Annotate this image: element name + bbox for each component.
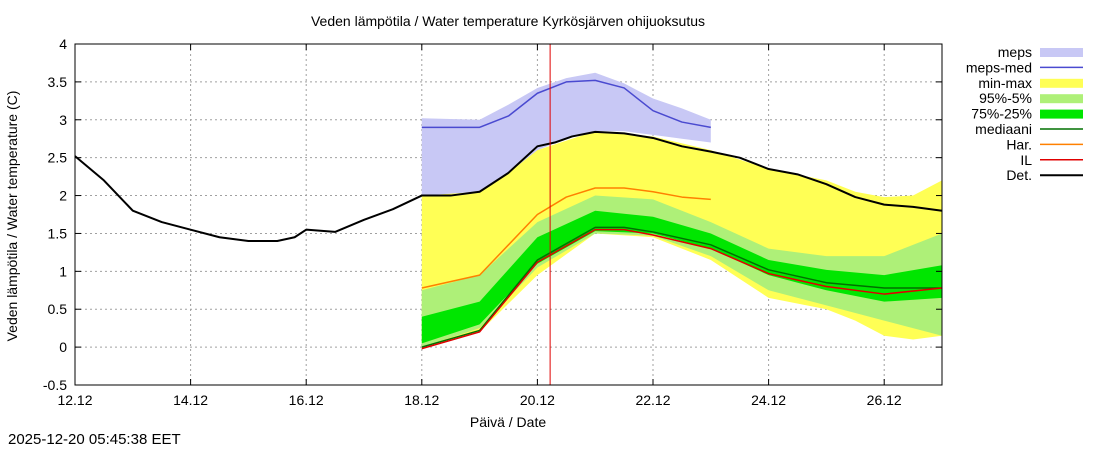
- series-meps-med: [421, 79, 711, 129]
- series-median: [421, 226, 942, 348]
- series-har: [421, 187, 711, 289]
- y-tick-label: 1.5: [48, 225, 68, 241]
- legend-swatch-p95-5: [1040, 94, 1083, 104]
- series-il: [421, 228, 943, 350]
- legend-label: Har.: [1006, 136, 1032, 152]
- x-tick-label: 20.12: [520, 392, 555, 408]
- y-tick-label: -0.5: [43, 377, 67, 393]
- x-tick-label: 26.12: [867, 392, 902, 408]
- y-tick-label: 0: [59, 339, 67, 355]
- x-axis-label: Päivä / Date: [470, 414, 546, 430]
- y-tick-label: 3.5: [48, 74, 68, 90]
- x-tick-label: 12.12: [57, 392, 92, 408]
- y-tick-label: 2.5: [48, 150, 68, 166]
- legend-label: mediaani: [975, 121, 1032, 137]
- band-meps: [421, 72, 711, 196]
- series-det: [74, 130, 943, 243]
- series-layer: [74, 79, 943, 350]
- legend: mepsmeps-medmin-max95%-5%75%-25%mediaani…: [966, 44, 1083, 183]
- band-p75-25: [421, 210, 942, 344]
- y-tick-label: 0.5: [48, 301, 68, 317]
- x-tick-label: 24.12: [751, 392, 786, 408]
- legend-label: 75%-25%: [971, 106, 1032, 122]
- x-tick-label: 18.12: [404, 392, 439, 408]
- y-tick-label: 2: [59, 188, 67, 204]
- y-tick-label: 4: [59, 36, 67, 52]
- legend-label: 95%-5%: [979, 90, 1032, 106]
- y-tick-label: 3: [59, 112, 67, 128]
- legend-swatch-p75-25: [1040, 109, 1083, 119]
- legend-label: Det.: [1006, 167, 1032, 183]
- legend-swatch-min-max: [1040, 78, 1083, 88]
- x-tick-label: 14.12: [173, 392, 208, 408]
- plot-frame: [74, 43, 943, 386]
- legend-label: IL: [1020, 152, 1032, 168]
- y-axis-label: Veden lämpötila / Water temperature (C): [4, 91, 20, 342]
- legend-swatch-meps: [1040, 48, 1083, 57]
- y-tick-label: 1: [59, 263, 67, 279]
- chart-title: Veden lämpötila / Water temperature Kyrk…: [311, 13, 705, 29]
- x-tick-label: 22.12: [635, 392, 670, 408]
- footer-timestamp: 2025-12-20 05:45:38 EET: [8, 431, 181, 448]
- legend-label: meps-med: [966, 59, 1032, 75]
- legend-label: meps: [998, 44, 1032, 60]
- tick-layer: -0.5 0 0.5 1 1.5 2 2.5 3 3.5 4 12.12 14.12 16.12 18.1…: [43, 36, 942, 408]
- x-tick-label: 16.12: [289, 392, 324, 408]
- legend-label: min-max: [978, 75, 1032, 91]
